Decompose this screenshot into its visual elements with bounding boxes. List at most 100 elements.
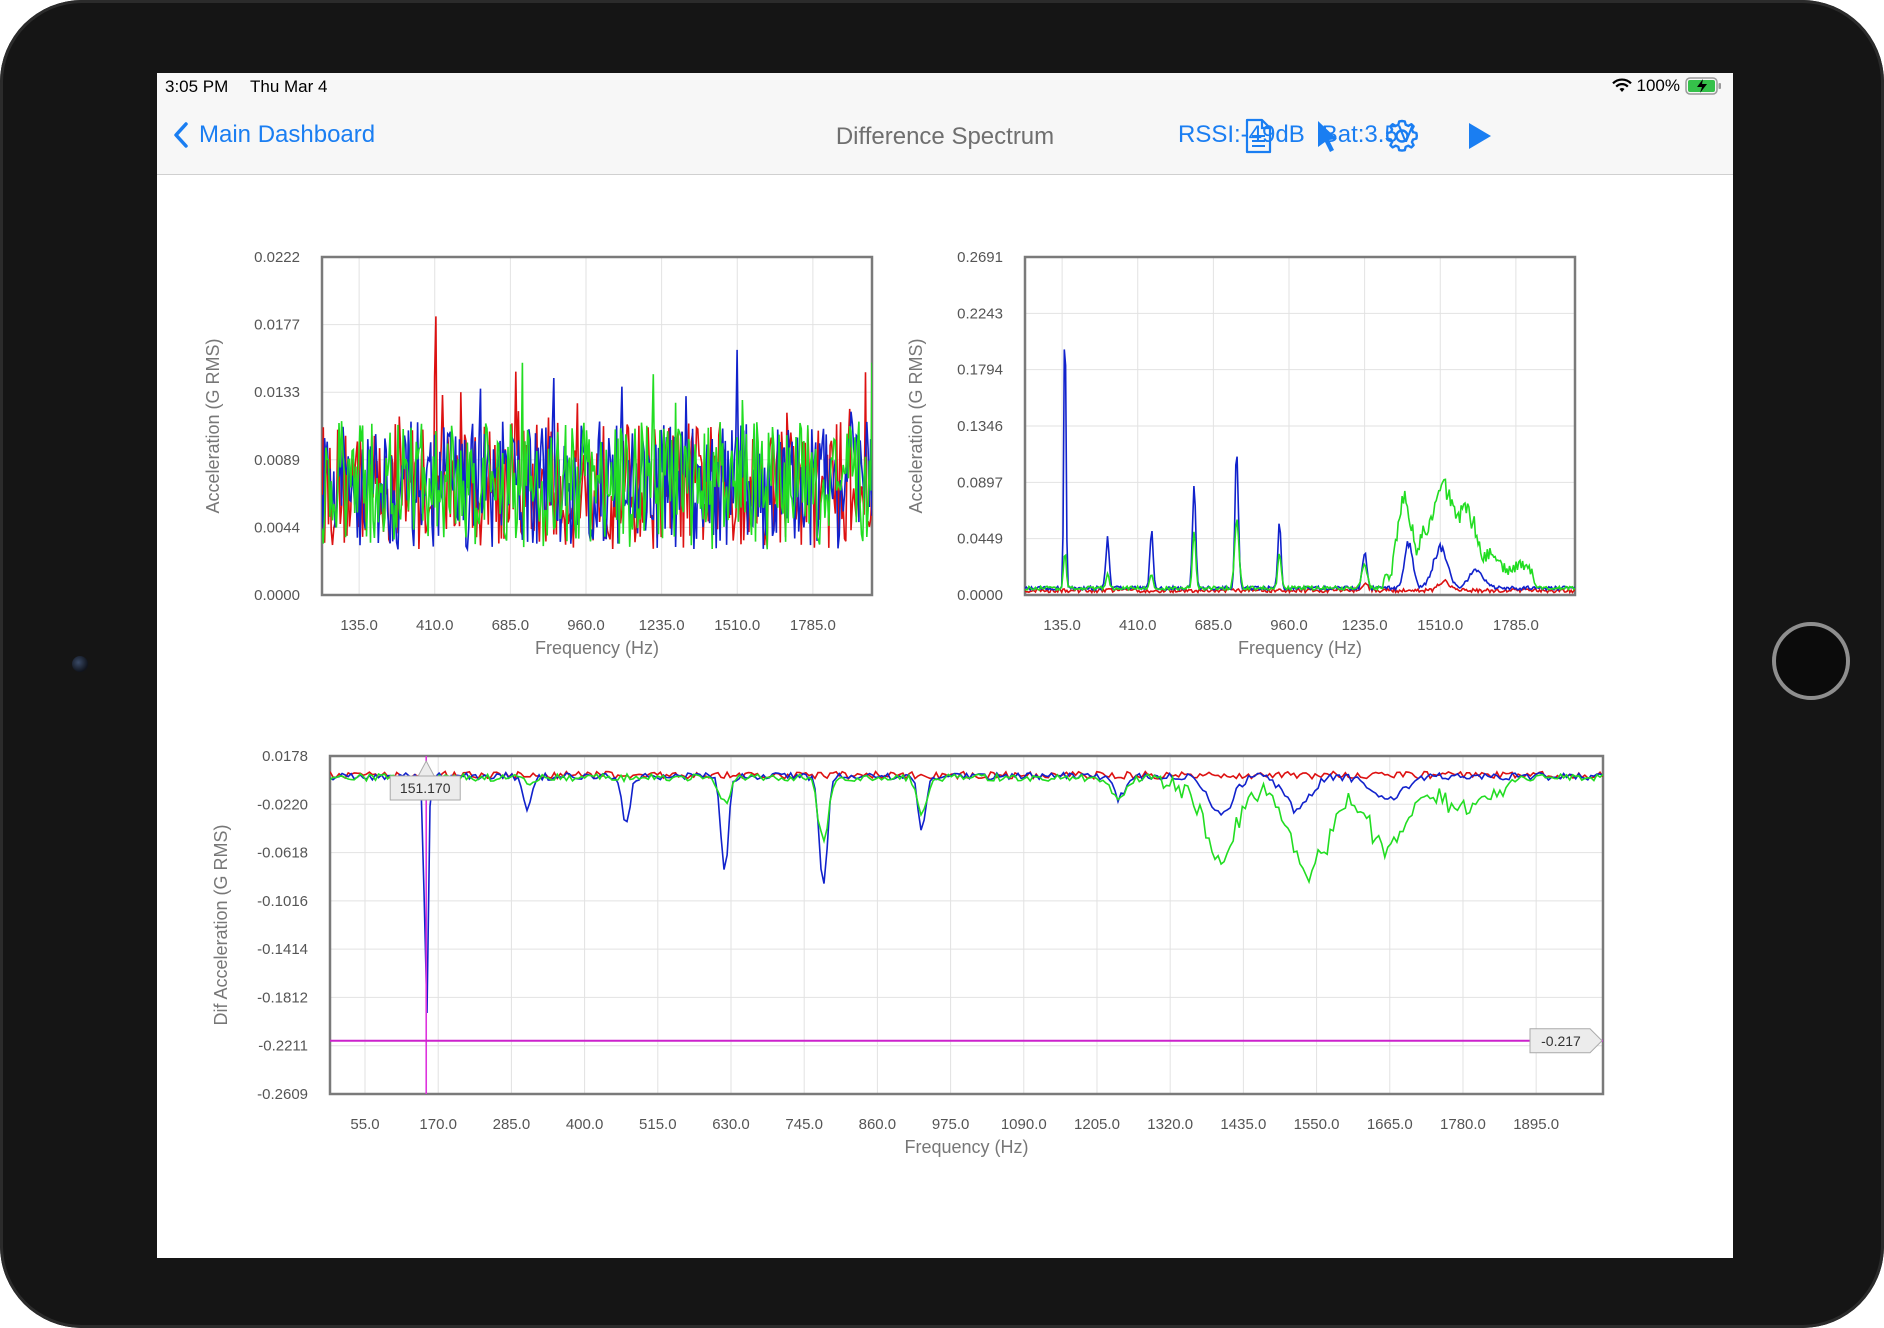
y-tick-label: 0.1794 [957,362,1003,379]
status-indicators: 100% [1611,76,1723,96]
play-button[interactable] [1459,115,1501,157]
x-tick-label: 55.0 [350,1116,379,1133]
y-tick-label: -0.1016 [257,893,308,910]
battery-percent: 100% [1636,76,1680,95]
home-button[interactable] [1772,622,1850,700]
y-tick-label: 0.0222 [254,249,300,266]
series-line-1 [1025,578,1575,595]
x-tick-label: 1550.0 [1294,1116,1340,1133]
y-tick-label: 0.0089 [254,452,300,469]
y-tick-label: -0.0618 [257,845,308,862]
y-tick-label: 0.2243 [957,305,1003,322]
cursor-y-label-box [1529,1028,1603,1054]
series-line-3 [330,772,1603,885]
x-tick-label: 1510.0 [714,617,760,634]
x-tick-label: 960.0 [567,617,605,634]
y-tick-label: 0.0000 [957,587,1003,604]
y-tick-label: -0.1414 [257,941,308,958]
x-tick-label: 410.0 [416,617,454,634]
x-axis-label: Frequency (Hz) [904,1137,1028,1157]
series-line-2 [322,349,872,553]
status-bar: 3:05 PM Thu Mar 4 100% [157,73,1733,101]
cursor-handle-top [417,759,436,777]
x-tick-label: 685.0 [492,617,530,634]
gear-icon [1386,119,1418,152]
y-tick-label: 0.0133 [254,384,300,401]
status-date: Thu Mar 4 [250,77,328,96]
y-tick-label: -0.2609 [257,1086,308,1103]
y-tick-label: 0.1346 [957,418,1003,435]
cursor-x-label: 151.170 [400,780,451,796]
x-tick-label: 630.0 [712,1116,750,1133]
x-axis-label: Frequency (Hz) [1238,638,1362,658]
y-tick-label: 0.0177 [254,317,300,334]
connection-info: RSSI:-49dB Bat:3.5V [1178,121,1414,149]
series-line-3 [1025,478,1575,592]
spectrum-chart-1: 0.0222 0.0177 0.0133 0.0089 0.0044 0.0000 135.… [203,249,1605,1157]
y-tick-label: -0.0220 [257,796,308,813]
x-tick-label: 1895.0 [1513,1116,1559,1133]
y-tick-label: 0.0449 [957,531,1003,548]
chart-panel-1 [320,255,874,597]
plot-frame [320,255,874,597]
y-axis-label: Dif Acceleration (G RMS) [211,824,231,1025]
back-button-label: Main Dashboard [199,121,376,148]
chart-panel-3 [328,754,1605,1096]
back-chevron-icon [174,122,188,148]
report-button[interactable] [1237,115,1279,157]
page-title: Difference Spectrum [835,123,1055,150]
document-icon [1245,118,1272,154]
camera [72,656,88,672]
cursor-y-label: -0.217 [1541,1033,1581,1049]
x-tick-label: 135.0 [1043,617,1081,634]
x-tick-label: 1780.0 [1440,1116,1486,1133]
cursor-pointer-icon [1318,121,1337,152]
series-line-3 [322,362,872,550]
x-tick-label: 400.0 [566,1116,604,1133]
battery-charging-icon [1685,77,1721,95]
x-tick-label: 135.0 [340,617,378,634]
x-tick-label: 1510.0 [1417,617,1463,634]
y-tick-label: 0.2691 [957,249,1003,266]
chart-panel-2 [1023,255,1577,597]
x-tick-label: 1320.0 [1147,1116,1193,1133]
series-line-2 [330,771,1603,1014]
x-tick-label: 1785.0 [1493,617,1539,634]
screen: 3:05 PM Thu Mar 4 100% Main Dashboard D [157,73,1733,1258]
y-axis-label: Acceleration (G RMS) [203,338,223,513]
y-tick-label: 0.0000 [254,587,300,604]
x-tick-label: 960.0 [1270,617,1308,634]
x-tick-label: 1205.0 [1074,1116,1120,1133]
x-tick-label: 745.0 [785,1116,823,1133]
x-tick-label: 1235.0 [1342,617,1388,634]
x-tick-label: 285.0 [493,1116,531,1133]
plot-frame [328,754,1605,1096]
x-tick-label: 1235.0 [639,617,685,634]
rssi-readout: RSSI:-49dB [1178,121,1305,148]
y-tick-label: 0.0044 [254,519,300,536]
y-tick-label: 0.0178 [262,748,308,765]
settings-button[interactable] [1381,115,1423,157]
x-tick-label: 1665.0 [1367,1116,1413,1133]
back-button[interactable]: Main Dashboard [173,121,375,149]
wifi-icon [1611,78,1632,92]
play-icon [1469,123,1491,149]
y-tick-label: -0.2211 [258,1038,308,1055]
x-axis-label: Frequency (Hz) [535,638,659,658]
x-tick-label: 860.0 [859,1116,897,1133]
navigation-bar: Main Dashboard Difference Spectrum RSSI:… [157,101,1733,175]
x-tick-label: 1090.0 [1001,1116,1047,1133]
cursor-mode-button[interactable] [1307,115,1349,157]
plot-frame [1023,255,1577,597]
x-tick-label: 410.0 [1119,617,1157,634]
y-axis-label: Acceleration (G RMS) [906,338,926,513]
x-tick-label: 515.0 [639,1116,677,1133]
x-tick-label: 1435.0 [1220,1116,1266,1133]
series-line-2 [1025,349,1575,592]
x-tick-label: 170.0 [419,1116,457,1133]
status-time: 3:05 PM [165,77,229,96]
x-tick-label: 1785.0 [790,617,836,634]
y-tick-label: 0.0897 [957,474,1003,491]
x-tick-label: 975.0 [932,1116,970,1133]
y-tick-label: -0.1812 [257,989,308,1006]
